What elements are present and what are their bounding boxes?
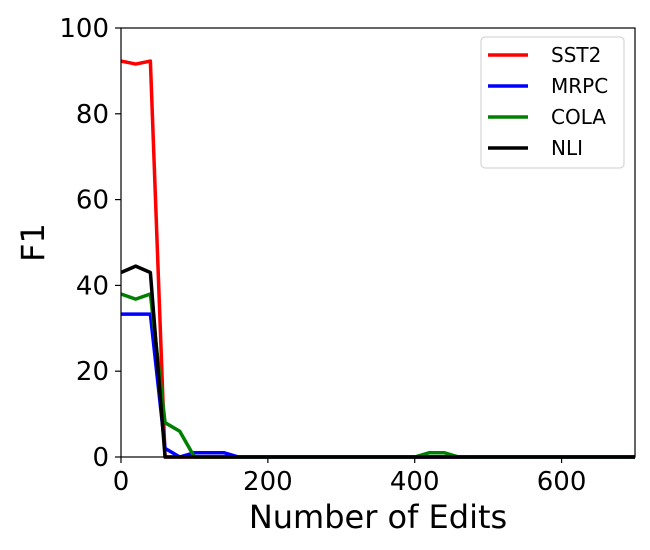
x-tick-label: 200 (243, 467, 293, 497)
x-tick-label: 0 (113, 467, 130, 497)
legend-label-nli: NLI (551, 136, 583, 160)
x-tick-label: 600 (537, 467, 587, 497)
y-tick-label: 100 (59, 14, 109, 44)
x-axis-ticks: 0 200 400 600 (113, 457, 587, 497)
y-tick-label: 80 (76, 100, 109, 130)
plot-frame (120, 27, 636, 458)
legend-label-mrpc: MRPC (551, 74, 608, 98)
x-axis-title: Number of Edits (249, 498, 507, 536)
y-axis-ticks: 0 20 40 60 80 100 (59, 14, 121, 473)
legend-box (480, 36, 625, 169)
series-line-cola (121, 292, 635, 459)
legend-label-cola: COLA (551, 105, 606, 129)
y-tick-label: 60 (76, 186, 109, 216)
legend-label-sst2: SST2 (551, 43, 601, 67)
y-tick-label: 40 (76, 271, 109, 301)
x-tick-label: 400 (390, 467, 440, 497)
y-axis-title: F1 (14, 223, 52, 262)
series-line-nli (121, 264, 635, 459)
legend: SST2 MRPC COLA NLI (480, 36, 625, 169)
series-line-mrpc (121, 312, 635, 459)
y-tick-label: 0 (92, 443, 109, 473)
y-tick-label: 20 (76, 357, 109, 387)
